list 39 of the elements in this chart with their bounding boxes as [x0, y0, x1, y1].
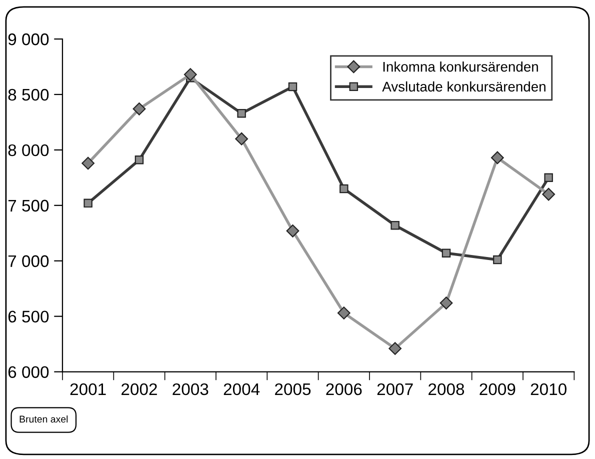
y-tick-label: 9 000: [8, 33, 49, 46]
point: [82, 156, 95, 170]
text: Bruten axel: [20, 415, 68, 423]
point: [440, 296, 453, 310]
point: [390, 220, 400, 230]
point: [286, 224, 300, 238]
y-tick-label: 6 500: [8, 310, 49, 323]
point: [337, 306, 350, 320]
point: [340, 184, 348, 194]
x-tick-label: 2005: [275, 383, 311, 396]
point: [490, 151, 504, 164]
y-tick-label: 8 000: [8, 144, 49, 156]
point: [134, 156, 144, 164]
y-tick-label: 7 500: [8, 200, 49, 212]
x-tick-label: 2010: [530, 383, 566, 396]
legend-label: Avslutade konkursärenden: [382, 81, 546, 92]
point: [442, 248, 451, 258]
x-tick-label: 2006: [326, 383, 362, 396]
x-tick-label: 2008: [428, 383, 464, 396]
point: [493, 255, 502, 264]
point: [544, 173, 553, 182]
x-tick-label: 2001: [70, 383, 106, 396]
x-tick-label: 2009: [480, 383, 516, 396]
x-tick-label: 2002: [122, 383, 157, 396]
y-tick-label: 8 500: [8, 88, 49, 101]
y-tick-label: 7 000: [8, 255, 49, 268]
x-tick-label: 2004: [224, 383, 260, 396]
y-tick-label: 6 000: [8, 366, 49, 378]
point: [84, 198, 92, 208]
x-tick-label: 2007: [377, 383, 413, 396]
point: [542, 188, 556, 201]
point: [237, 108, 246, 118]
point: [184, 68, 197, 81]
point: [288, 82, 298, 92]
point: [132, 102, 146, 116]
legend-label: Inkomna konkursärenden: [383, 62, 538, 72]
point: [235, 132, 248, 146]
x-tick-label: 2003: [172, 383, 208, 396]
point: [388, 342, 402, 355]
